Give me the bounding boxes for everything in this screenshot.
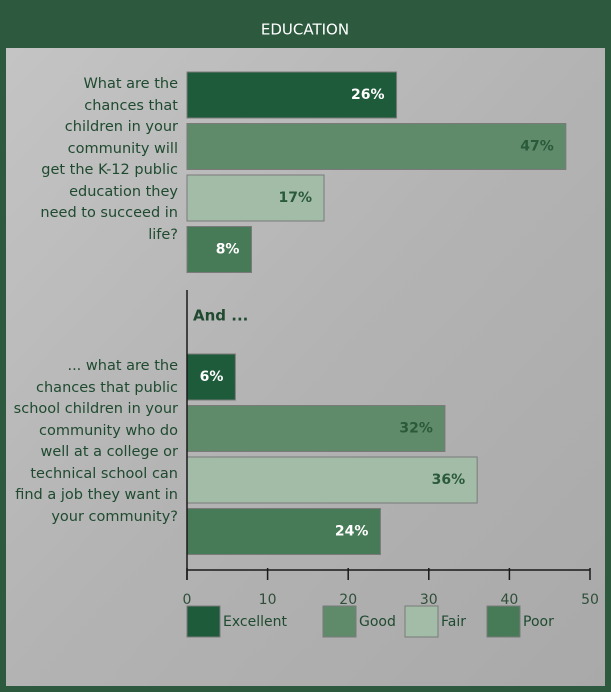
x-tick-label: 30 bbox=[420, 592, 438, 608]
question-label: ... what are the chances that public sch… bbox=[13, 358, 178, 525]
x-tick-label: 20 bbox=[339, 592, 357, 608]
annotation: And ... bbox=[193, 307, 248, 325]
data-label: 47% bbox=[520, 139, 554, 155]
bar bbox=[186, 508, 381, 555]
bar bbox=[186, 405, 446, 452]
bar bbox=[186, 174, 325, 222]
bar bbox=[186, 226, 252, 273]
x-tick-label: 0 bbox=[183, 592, 192, 608]
legend-swatch bbox=[322, 605, 357, 638]
x-tick-label: 40 bbox=[500, 592, 518, 608]
data-label: 24% bbox=[335, 524, 369, 540]
legend-swatch bbox=[186, 605, 221, 638]
chart-title: EDUCATION bbox=[261, 21, 349, 39]
bar bbox=[186, 123, 567, 170]
bar bbox=[186, 456, 478, 504]
data-label: 17% bbox=[279, 190, 313, 206]
bar bbox=[186, 71, 398, 119]
legend-label: Good bbox=[359, 614, 396, 630]
legend-label: Fair bbox=[441, 614, 466, 630]
data-label: 8% bbox=[216, 242, 240, 258]
data-label: 36% bbox=[432, 472, 466, 488]
data-label: 26% bbox=[351, 87, 385, 103]
x-tick-label: 50 bbox=[581, 592, 599, 608]
legend-swatch bbox=[486, 605, 521, 638]
data-label: 32% bbox=[399, 421, 433, 437]
legend-label: Poor bbox=[523, 614, 554, 630]
question-label: What are the chances that children in yo… bbox=[40, 76, 178, 243]
legend-swatch bbox=[404, 605, 439, 638]
data-label: 6% bbox=[200, 369, 224, 385]
x-tick-label: 10 bbox=[259, 592, 277, 608]
legend-label: Excellent bbox=[223, 614, 287, 630]
